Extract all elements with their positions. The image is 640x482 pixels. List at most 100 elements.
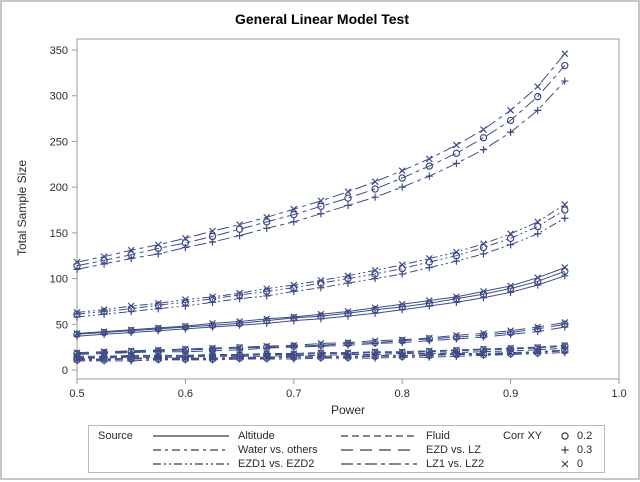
- data-point-marker: [398, 353, 406, 361]
- data-point-marker: [561, 349, 569, 357]
- series-line-ezd1-vs-ezd2-corr-0.2: [76, 209, 566, 315]
- data-point-marker: [507, 128, 515, 136]
- legend-line-sample: [341, 448, 417, 451]
- data-point-marker: [236, 232, 244, 240]
- data-point-marker: [479, 243, 488, 252]
- data-point-marker: [479, 146, 488, 154]
- x-marker-icon: [561, 460, 569, 467]
- data-point-marker: [507, 106, 515, 114]
- data-point-marker: [181, 302, 189, 310]
- data-point-marker: [371, 339, 379, 348]
- data-point-marker: [452, 149, 461, 158]
- data-point-marker: [344, 194, 352, 202]
- legend-box: Source Corr XY Altitude Water vs. others E…: [88, 425, 605, 473]
- data-point-marker: [73, 313, 81, 321]
- data-point-marker: [263, 355, 271, 363]
- plus-marker-icon: [561, 445, 569, 454]
- data-point-marker: [452, 335, 460, 343]
- x-tick-label: 0.7: [286, 388, 301, 400]
- data-point-marker: [290, 218, 298, 226]
- legend-corr-entry: 0.3: [559, 443, 592, 456]
- data-point-marker: [236, 321, 244, 329]
- legend-corr-header: Corr XY: [503, 430, 543, 442]
- data-point-marker: [127, 307, 135, 316]
- data-point-marker: [534, 230, 542, 238]
- data-point-marker: [127, 357, 135, 365]
- data-point-marker: [317, 197, 325, 205]
- x-tick-label: 1.0: [611, 388, 626, 400]
- data-point-marker: [480, 126, 487, 133]
- data-point-marker: [561, 50, 569, 58]
- legend-line-sample: [153, 434, 229, 437]
- data-point-marker: [398, 270, 406, 278]
- data-point-marker: [263, 319, 271, 327]
- data-point-marker: [290, 210, 298, 219]
- data-point-marker: [561, 61, 569, 70]
- data-point-marker: [534, 83, 542, 90]
- data-point-marker: [317, 202, 325, 211]
- data-point-marker: [73, 332, 81, 340]
- legend-entry-label: Water vs. others: [238, 443, 318, 456]
- data-point-marker: [371, 178, 379, 186]
- data-point-marker: [398, 183, 406, 191]
- data-point-marker: [208, 323, 217, 331]
- data-point-marker: [290, 287, 298, 295]
- data-point-marker: [534, 349, 542, 358]
- data-point-marker: [398, 306, 406, 314]
- data-point-marker: [507, 327, 515, 335]
- data-point-marker: [452, 159, 460, 167]
- data-point-marker: [452, 141, 460, 149]
- data-point-marker: [263, 224, 271, 232]
- circle-marker-icon: [561, 431, 569, 440]
- x-tick-label: 0.6: [178, 388, 193, 400]
- data-point-marker: [235, 225, 244, 233]
- data-point-marker: [100, 330, 108, 338]
- plot-frame: [76, 38, 620, 380]
- data-point-marker: [181, 243, 189, 252]
- data-point-marker: [452, 352, 460, 360]
- data-point-marker: [317, 315, 325, 323]
- legend-line-sample: [153, 462, 229, 465]
- data-point-marker: [154, 250, 162, 258]
- data-point-marker: [452, 298, 460, 306]
- x-tick-label: 0.5: [69, 388, 84, 400]
- legend-entry-label: Fluid: [426, 429, 450, 442]
- data-point-marker: [398, 167, 406, 175]
- legend-entry-ezd-vs-lz: EZD vs. LZ: [339, 443, 481, 456]
- data-point-marker: [371, 354, 379, 362]
- data-point-marker: [507, 241, 515, 249]
- circle-marker-icon: [561, 431, 569, 440]
- data-point-marker: [479, 250, 488, 258]
- data-point-marker: [561, 77, 569, 85]
- x-axis-label: Power: [330, 403, 365, 417]
- y-tick-label: 250: [50, 136, 68, 148]
- data-point-marker: [127, 254, 135, 263]
- data-point-marker: [209, 227, 216, 235]
- data-point-marker: [425, 155, 433, 163]
- data-point-marker: [561, 201, 569, 208]
- data-point-marker: [100, 260, 108, 268]
- data-point-marker: [425, 172, 433, 180]
- data-point-marker: [344, 188, 352, 196]
- data-point-marker: [290, 205, 298, 213]
- data-point-marker: [507, 330, 515, 338]
- legend-corr-entry: 0.2: [559, 429, 592, 442]
- data-point-marker: [398, 338, 406, 347]
- data-point-marker: [479, 134, 488, 142]
- data-point-marker: [425, 264, 433, 272]
- data-point-marker: [534, 328, 542, 336]
- legend-entry-ezd1-vs-ezd2: EZD1 vs. EZD2: [151, 457, 314, 470]
- data-point-marker: [181, 325, 189, 333]
- legend-entry-label: Altitude: [238, 429, 275, 442]
- data-point-marker: [534, 222, 542, 231]
- data-point-marker: [425, 337, 433, 345]
- y-axis-label: Total Sample Size: [15, 159, 29, 257]
- data-point-marker: [425, 162, 433, 170]
- legend-corr-value: 0: [577, 457, 584, 470]
- data-point-marker: [371, 193, 379, 201]
- legend-entry-fluid: Fluid: [339, 429, 450, 442]
- data-point-marker: [208, 238, 217, 246]
- series-line-altitude-corr-0: [76, 267, 565, 334]
- data-point-marker: [561, 214, 569, 222]
- data-point-marker: [534, 106, 542, 114]
